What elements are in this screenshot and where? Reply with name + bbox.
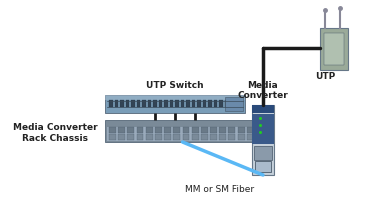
FancyBboxPatch shape: [228, 127, 235, 133]
FancyBboxPatch shape: [105, 95, 245, 99]
FancyBboxPatch shape: [115, 100, 118, 107]
Text: Media
Converter: Media Converter: [238, 80, 288, 100]
FancyBboxPatch shape: [197, 100, 201, 107]
FancyBboxPatch shape: [158, 100, 163, 107]
FancyBboxPatch shape: [201, 127, 208, 133]
FancyBboxPatch shape: [146, 134, 153, 140]
FancyBboxPatch shape: [228, 134, 235, 140]
FancyBboxPatch shape: [252, 114, 274, 144]
FancyBboxPatch shape: [127, 134, 134, 140]
Text: UTP Switch: UTP Switch: [146, 81, 204, 90]
FancyBboxPatch shape: [173, 127, 180, 133]
FancyBboxPatch shape: [210, 127, 217, 133]
FancyBboxPatch shape: [247, 134, 254, 140]
FancyBboxPatch shape: [219, 100, 223, 107]
FancyBboxPatch shape: [105, 95, 245, 113]
FancyBboxPatch shape: [127, 127, 134, 133]
FancyBboxPatch shape: [118, 127, 125, 133]
FancyBboxPatch shape: [137, 100, 140, 107]
FancyBboxPatch shape: [164, 134, 171, 140]
FancyBboxPatch shape: [238, 127, 244, 133]
FancyBboxPatch shape: [173, 134, 180, 140]
FancyBboxPatch shape: [131, 100, 135, 107]
FancyBboxPatch shape: [126, 100, 129, 107]
FancyBboxPatch shape: [183, 127, 189, 133]
FancyBboxPatch shape: [147, 100, 152, 107]
FancyBboxPatch shape: [109, 100, 113, 107]
FancyBboxPatch shape: [109, 134, 116, 140]
FancyBboxPatch shape: [180, 100, 184, 107]
FancyBboxPatch shape: [142, 100, 146, 107]
FancyBboxPatch shape: [247, 127, 254, 133]
FancyBboxPatch shape: [169, 100, 173, 107]
FancyBboxPatch shape: [107, 127, 258, 141]
FancyBboxPatch shape: [192, 127, 199, 133]
Text: MM or SM Fiber: MM or SM Fiber: [186, 185, 255, 194]
FancyBboxPatch shape: [235, 100, 239, 107]
FancyBboxPatch shape: [155, 134, 162, 140]
FancyBboxPatch shape: [109, 127, 116, 133]
FancyBboxPatch shape: [252, 105, 274, 113]
FancyBboxPatch shape: [120, 100, 124, 107]
FancyBboxPatch shape: [137, 134, 143, 140]
FancyBboxPatch shape: [192, 134, 199, 140]
FancyBboxPatch shape: [320, 28, 348, 70]
FancyBboxPatch shape: [255, 161, 271, 172]
FancyBboxPatch shape: [105, 120, 260, 142]
FancyBboxPatch shape: [155, 127, 162, 133]
FancyBboxPatch shape: [238, 134, 244, 140]
Text: Media Converter
Rack Chassis: Media Converter Rack Chassis: [13, 123, 97, 143]
FancyBboxPatch shape: [254, 146, 272, 160]
FancyBboxPatch shape: [219, 127, 226, 133]
FancyBboxPatch shape: [175, 100, 179, 107]
FancyBboxPatch shape: [210, 134, 217, 140]
FancyBboxPatch shape: [118, 134, 125, 140]
FancyBboxPatch shape: [146, 127, 153, 133]
Text: UTP: UTP: [315, 72, 335, 81]
FancyBboxPatch shape: [324, 33, 344, 65]
FancyBboxPatch shape: [164, 127, 171, 133]
FancyBboxPatch shape: [186, 100, 190, 107]
FancyBboxPatch shape: [137, 127, 143, 133]
FancyBboxPatch shape: [164, 100, 168, 107]
FancyBboxPatch shape: [213, 100, 217, 107]
FancyBboxPatch shape: [219, 134, 226, 140]
FancyBboxPatch shape: [252, 105, 274, 175]
FancyBboxPatch shape: [183, 134, 189, 140]
FancyBboxPatch shape: [224, 100, 228, 107]
FancyBboxPatch shape: [191, 100, 195, 107]
FancyBboxPatch shape: [202, 100, 206, 107]
FancyBboxPatch shape: [230, 100, 234, 107]
FancyBboxPatch shape: [225, 97, 243, 111]
FancyBboxPatch shape: [201, 134, 208, 140]
FancyBboxPatch shape: [153, 100, 157, 107]
FancyBboxPatch shape: [208, 100, 212, 107]
